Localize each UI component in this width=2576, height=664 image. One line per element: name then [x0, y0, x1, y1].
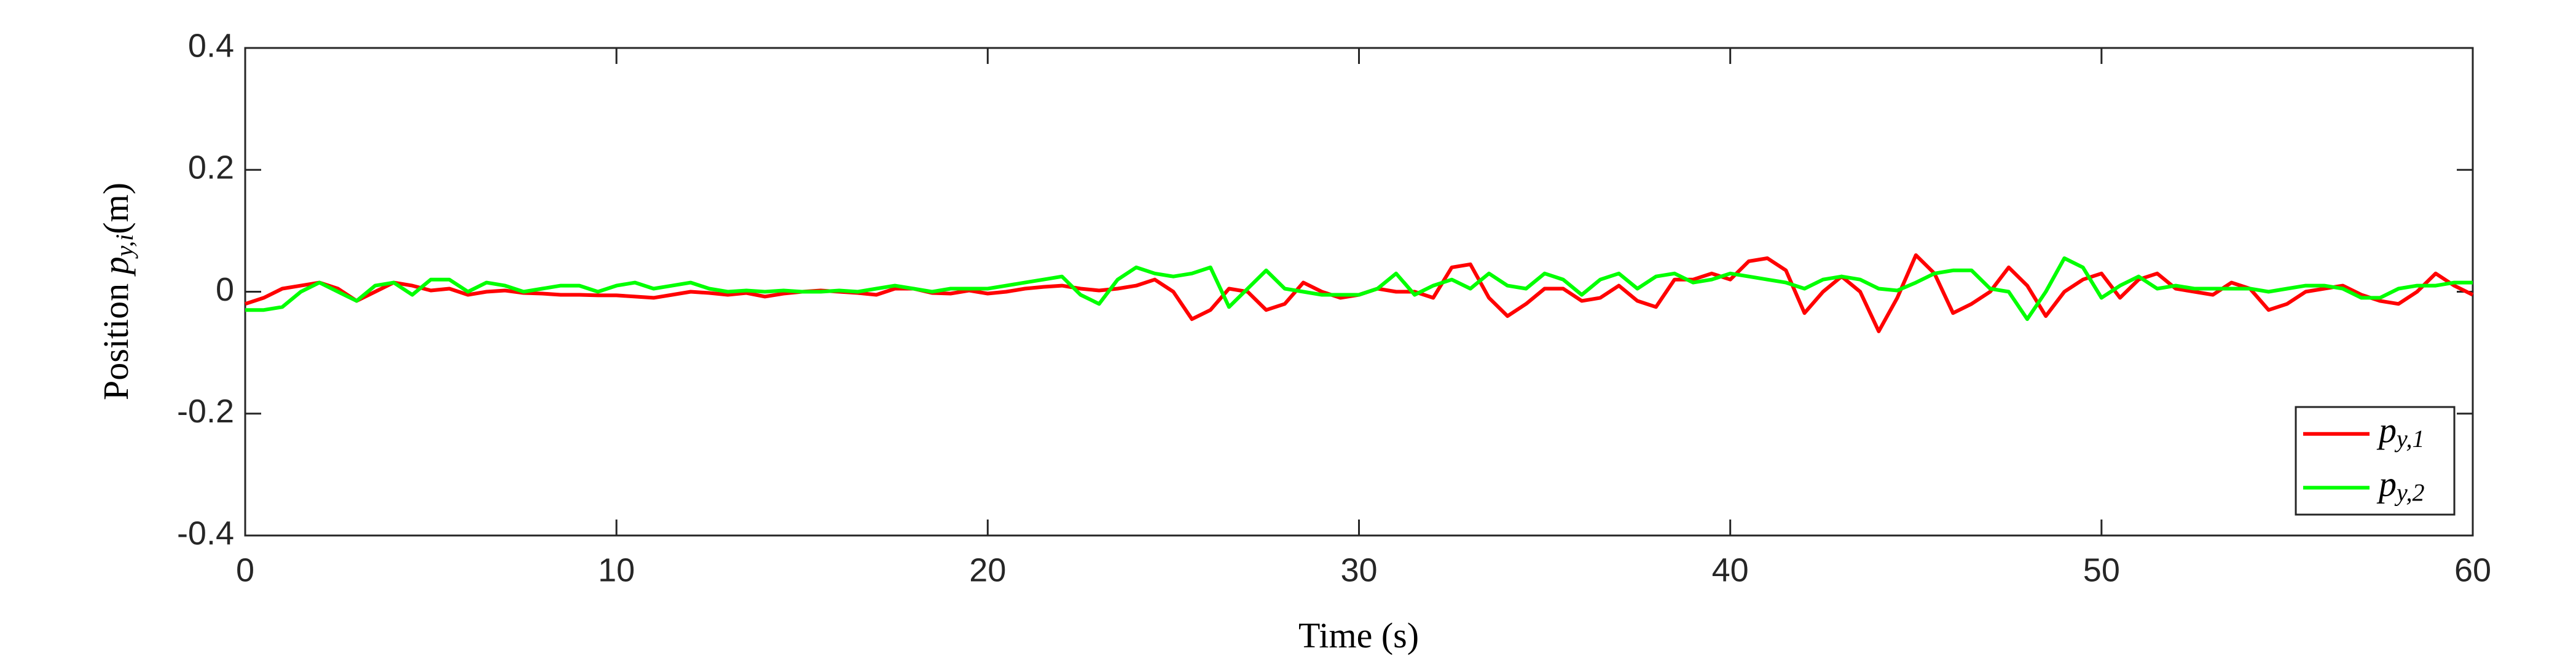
x-tick-label: 40: [1712, 551, 1749, 588]
x-tick-label: 20: [969, 551, 1006, 588]
y-tick-label: 0.4: [188, 27, 234, 64]
x-axis-label: Time (s): [1298, 615, 1419, 655]
x-tick-label: 30: [1340, 551, 1377, 588]
y-label-text: Position: [96, 283, 136, 400]
y-tick-label: -0.4: [177, 515, 234, 551]
y-axis-label: Position py,i(m): [96, 183, 138, 400]
x-tick-label: 10: [598, 551, 635, 588]
x-tick-label: 50: [2083, 551, 2120, 588]
x-label-text: Time: [1298, 615, 1372, 655]
y-label-subscript: y,i: [111, 234, 138, 259]
y-tick-label: -0.2: [177, 393, 234, 430]
x-tick-label: 0: [236, 551, 254, 588]
data-line: [245, 256, 2473, 322]
legend-subscript: y,1: [2394, 425, 2425, 453]
legend-box: [2295, 406, 2456, 516]
legend: py,1py,2: [2295, 406, 2456, 516]
legend-label: py,2: [2376, 464, 2425, 507]
legend-label: py,1: [2376, 410, 2425, 453]
y-tick-label: 0.2: [188, 149, 234, 186]
x-label-unit: (s): [1381, 615, 1419, 655]
legend-name: p: [2376, 464, 2397, 504]
legend-name: p: [2376, 410, 2397, 450]
y-label-unit: (m): [96, 183, 136, 234]
legend-subscript: y,2: [2394, 478, 2425, 506]
y-label-symbol: p: [96, 256, 136, 277]
y-tick-label: 0: [216, 271, 234, 308]
x-tick-label: 60: [2454, 551, 2491, 588]
